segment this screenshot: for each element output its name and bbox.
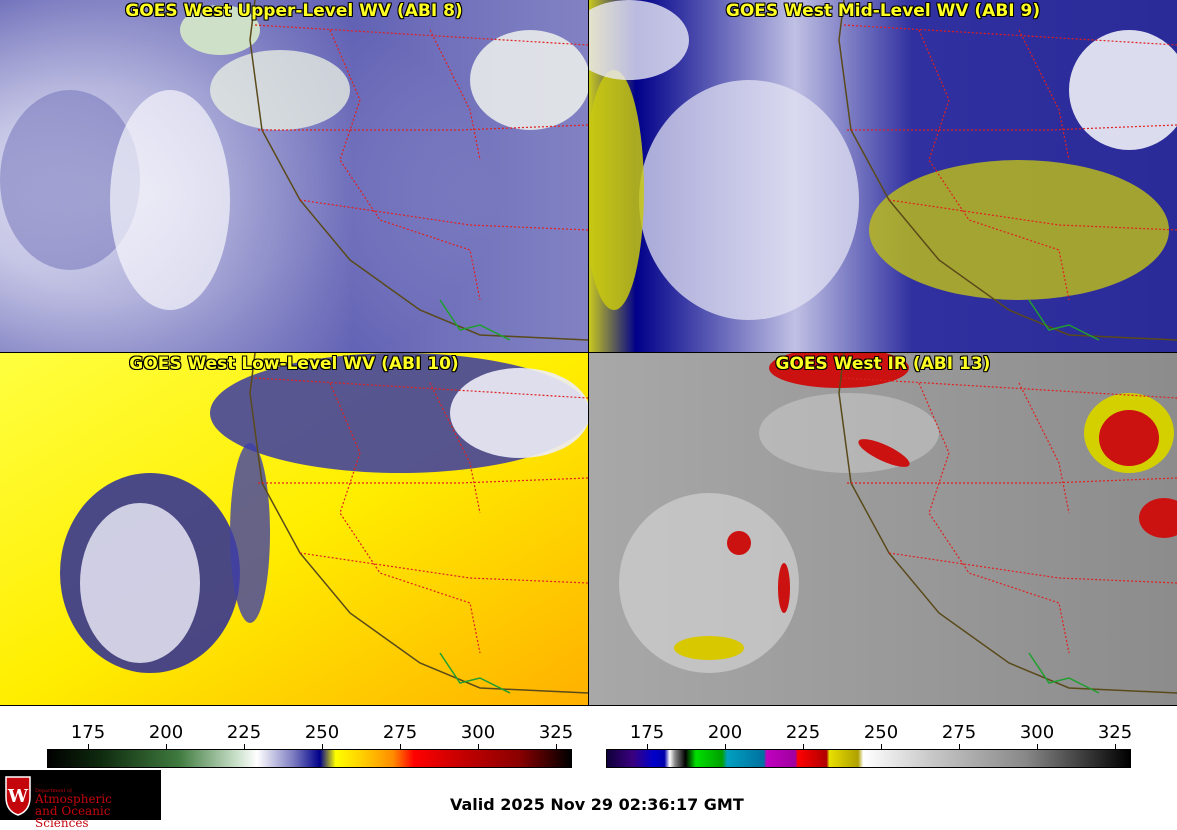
panel-title: GOES West Mid-Level WV (ABI 9) [725, 1, 1041, 21]
colorbar-tick: 275 [382, 722, 418, 743]
colorbar-tick: 225 [226, 722, 262, 743]
panel-title: GOES West Low-Level WV (ABI 10) [129, 354, 459, 374]
colorbar-tick: 325 [1097, 722, 1133, 743]
logo-line1: Atmospheric [35, 792, 112, 806]
low-level-wv-image [0, 353, 588, 705]
colorbar-tick: 250 [304, 722, 340, 743]
colorbar-tick: 300 [460, 722, 496, 743]
logo-mark: W [7, 786, 29, 807]
divider-horizontal [0, 352, 1177, 353]
colorbar-tick: 175 [629, 722, 665, 743]
ir-image [589, 353, 1177, 705]
mid-level-wv-image [589, 0, 1177, 352]
logo-dept: Department of [35, 788, 72, 794]
colorbar-tick: 300 [1019, 722, 1055, 743]
colorbar-tick: 200 [148, 722, 184, 743]
panel-title: GOES West Upper-Level WV (ABI 8) [125, 1, 463, 21]
colorbar-tick: 325 [538, 722, 574, 743]
colorbar-tick: 200 [707, 722, 743, 743]
colorbar-tick: 175 [70, 722, 106, 743]
uw-aos-logo: W Department of Atmospheric and Oceanic S… [0, 770, 161, 829]
upper-level-wv-image [0, 0, 588, 352]
colorbar-ir: 175 200 225 250 275 300 325 [589, 706, 1177, 768]
colorbar-ir-gradient [606, 749, 1131, 768]
colorbar-wv-gradient [47, 749, 572, 768]
colorbar-tick: 225 [785, 722, 821, 743]
panel-mid-level-wv: GOES West Mid-Level WV (ABI 9) [589, 0, 1177, 352]
valid-time: Valid 2025 Nov 29 02:36:17 GMT [450, 795, 744, 814]
logo-name: Atmospheric and Oceanic Sciences [35, 793, 161, 829]
colorbar-tick: 250 [863, 722, 899, 743]
panel-title: GOES West IR (ABI 13) [775, 354, 991, 374]
panel-low-level-wv: GOES West Low-Level WV (ABI 10) [0, 353, 588, 705]
divider-bottom [0, 705, 1177, 706]
panel-ir: GOES West IR (ABI 13) [589, 353, 1177, 705]
colorbar-tick: 275 [941, 722, 977, 743]
panel-upper-level-wv: GOES West Upper-Level WV (ABI 8) [0, 0, 588, 352]
uw-crest-icon: W [5, 776, 31, 816]
logo-line2: and Oceanic Sciences [35, 804, 111, 830]
colorbar-wv: 175 200 225 250 275 300 325 [0, 706, 588, 768]
